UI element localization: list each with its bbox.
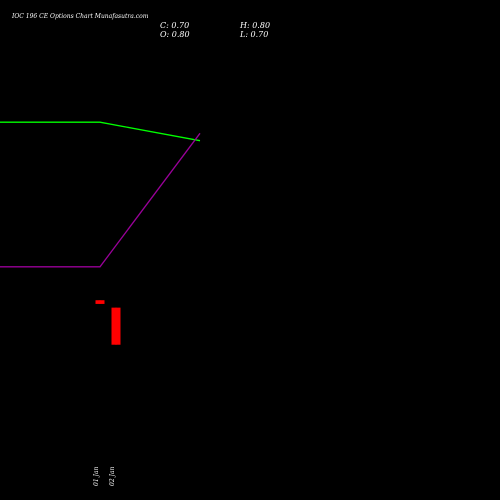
candle-body	[111, 307, 121, 345]
purple-line	[0, 132, 201, 268]
high-value: H: 0.80	[240, 21, 271, 30]
open-value: O: 0.80	[160, 30, 190, 39]
chart-title: IOC 196 CE Options Chart Munafasutra.com	[12, 13, 149, 20]
green-line	[0, 121, 201, 142]
candle-body	[95, 300, 105, 304]
x-tick-label: 02 Jan	[109, 466, 116, 486]
x-tick-label: 01 Jan	[93, 466, 100, 486]
low-value: L: 0.70	[240, 30, 269, 39]
close-value: C: 0.70	[160, 21, 190, 30]
